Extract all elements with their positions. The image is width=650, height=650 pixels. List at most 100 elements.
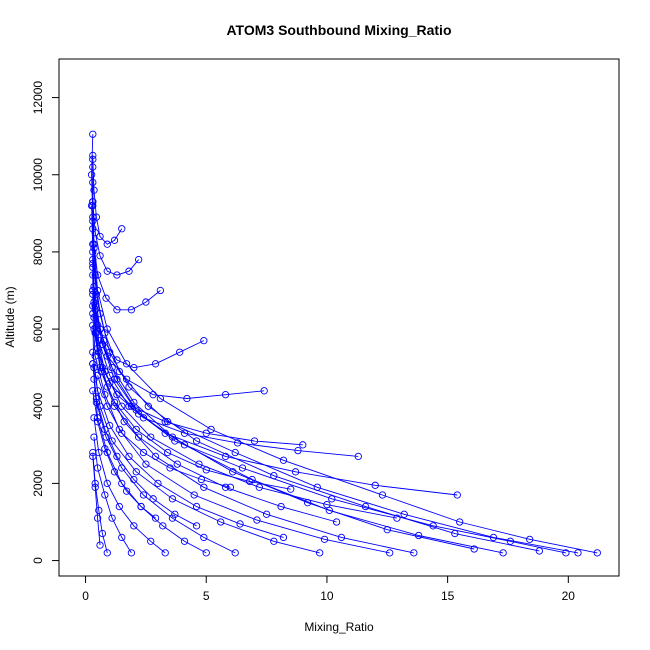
data-point <box>125 267 133 275</box>
profile-series <box>89 271 208 372</box>
data-point <box>183 394 191 403</box>
data-point <box>470 545 478 553</box>
data-point <box>122 487 131 495</box>
profile-series <box>87 130 570 557</box>
data-point <box>371 481 379 489</box>
data-point <box>102 294 110 302</box>
data-point <box>456 518 464 526</box>
data-point <box>231 448 239 457</box>
profile-series <box>90 313 307 449</box>
data-point <box>89 321 97 329</box>
profile-line <box>92 182 579 554</box>
data-point <box>101 491 109 499</box>
profile-series <box>89 452 104 549</box>
data-point <box>113 271 121 279</box>
profile-series <box>89 387 160 522</box>
data-point <box>535 547 543 555</box>
data-point <box>108 514 116 522</box>
data-point <box>248 475 256 484</box>
profile-line <box>91 205 540 552</box>
data-point <box>221 452 230 461</box>
data-point <box>226 483 235 491</box>
data-point <box>291 468 300 476</box>
data-point <box>89 286 97 295</box>
data-point <box>103 267 111 275</box>
data-point <box>90 433 98 441</box>
data-point <box>202 549 210 557</box>
data-point <box>132 468 140 476</box>
data-point <box>574 549 582 557</box>
data-point <box>139 414 148 422</box>
data-point <box>161 429 169 437</box>
profile-series <box>89 163 143 279</box>
data-point <box>279 456 288 464</box>
data-point <box>202 429 210 437</box>
data-point <box>139 491 148 499</box>
chart-title: ATOM3 Southbound Mixing_Ratio <box>226 22 451 38</box>
series-layer <box>87 130 601 557</box>
x-tick-label: 10 <box>320 589 334 603</box>
data-point <box>415 531 423 540</box>
data-point <box>253 516 261 524</box>
data-point <box>499 549 507 557</box>
profile-line <box>92 217 504 554</box>
data-point <box>192 502 201 511</box>
data-point <box>159 522 167 530</box>
profile-line <box>92 313 390 554</box>
data-point <box>108 364 116 372</box>
profile-line <box>92 294 359 457</box>
y-tick-label: 0 <box>31 557 45 564</box>
data-point <box>192 437 201 445</box>
data-point <box>96 232 104 241</box>
data-point <box>593 549 601 557</box>
data-point <box>176 348 184 356</box>
data-point <box>96 252 104 260</box>
profile-line <box>92 155 598 554</box>
data-point <box>154 479 162 488</box>
data-point <box>93 371 102 380</box>
data-point <box>200 336 208 345</box>
y-tick-label: 6000 <box>31 315 45 342</box>
x-axis: 0 5 10 15 20 <box>82 576 575 603</box>
x-axis-label: Mixing_Ratio <box>304 620 374 634</box>
data-point <box>279 533 288 542</box>
data-point <box>115 425 123 434</box>
data-point <box>96 541 104 549</box>
data-point <box>410 549 418 557</box>
data-point <box>173 460 181 468</box>
data-point <box>337 533 346 542</box>
data-point <box>180 537 189 545</box>
data-point <box>386 549 394 557</box>
data-point <box>323 500 331 509</box>
data-point <box>207 425 215 434</box>
data-point <box>89 271 97 279</box>
data-point <box>200 483 208 491</box>
data-point <box>316 549 324 557</box>
data-point <box>163 448 172 457</box>
data-point <box>453 491 461 499</box>
data-point <box>110 468 119 476</box>
data-point <box>91 228 99 237</box>
profile-line <box>92 390 156 519</box>
data-point <box>400 510 408 518</box>
data-point <box>130 522 138 530</box>
y-tick-label: 12000 <box>31 81 45 115</box>
profile-series <box>89 360 201 530</box>
profile-series <box>89 213 507 557</box>
data-point <box>137 502 145 511</box>
profile-line <box>92 167 140 276</box>
profile-line <box>97 375 231 488</box>
profile-line <box>92 259 414 554</box>
data-point <box>270 472 278 480</box>
y-tick-label: 10000 <box>31 158 45 192</box>
data-point <box>97 367 105 376</box>
data-point <box>229 468 237 476</box>
data-point <box>147 537 155 545</box>
data-point <box>113 306 121 314</box>
profile-line <box>92 363 236 554</box>
data-point <box>89 130 97 138</box>
data-point <box>260 387 268 395</box>
data-point <box>171 510 179 518</box>
data-point <box>93 418 102 426</box>
data-point <box>91 483 99 491</box>
